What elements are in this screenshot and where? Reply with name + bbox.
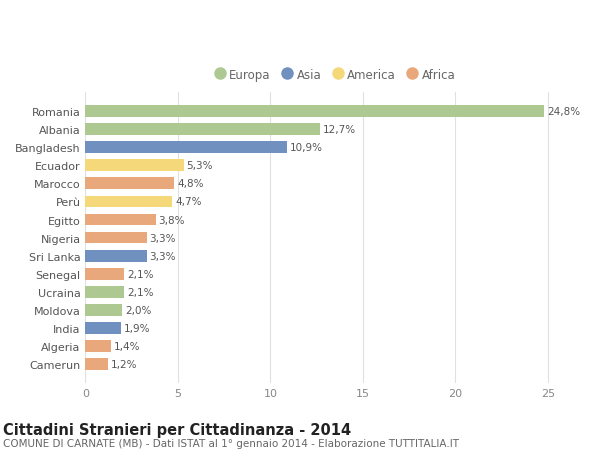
Text: 2,1%: 2,1% (127, 287, 154, 297)
Bar (85, 106, 544, 118)
Text: 4,8%: 4,8% (177, 179, 203, 189)
Bar (85, 268, 124, 280)
Bar (85, 160, 184, 172)
Text: 4,7%: 4,7% (175, 197, 202, 207)
Text: 10,9%: 10,9% (290, 143, 323, 153)
Text: 1,9%: 1,9% (124, 323, 150, 333)
Text: 2,1%: 2,1% (127, 269, 154, 279)
Bar (85, 142, 287, 154)
Text: 1,4%: 1,4% (114, 341, 140, 351)
Bar (85, 214, 156, 226)
Text: 12,7%: 12,7% (323, 125, 356, 135)
Bar (85, 286, 124, 298)
Legend: Europa, Asia, America, Africa: Europa, Asia, America, Africa (210, 64, 460, 86)
Bar (85, 196, 172, 208)
Bar (85, 358, 107, 370)
Text: 5,3%: 5,3% (187, 161, 213, 171)
Bar (85, 322, 121, 334)
Text: 24,8%: 24,8% (547, 107, 580, 117)
Bar (85, 304, 122, 316)
Text: Cittadini Stranieri per Cittadinanza - 2014: Cittadini Stranieri per Cittadinanza - 2… (3, 422, 351, 437)
Bar (85, 341, 112, 352)
Text: 2,0%: 2,0% (125, 305, 152, 315)
Bar (85, 178, 174, 190)
Bar (85, 232, 146, 244)
Text: 1,2%: 1,2% (110, 359, 137, 369)
Text: COMUNE DI CARNATE (MB) - Dati ISTAT al 1° gennaio 2014 - Elaborazione TUTTITALIA: COMUNE DI CARNATE (MB) - Dati ISTAT al 1… (3, 438, 459, 448)
Text: 3,3%: 3,3% (149, 233, 176, 243)
Bar (85, 250, 146, 262)
Text: 3,8%: 3,8% (158, 215, 185, 225)
Text: 3,3%: 3,3% (149, 251, 176, 261)
Bar (85, 124, 320, 136)
